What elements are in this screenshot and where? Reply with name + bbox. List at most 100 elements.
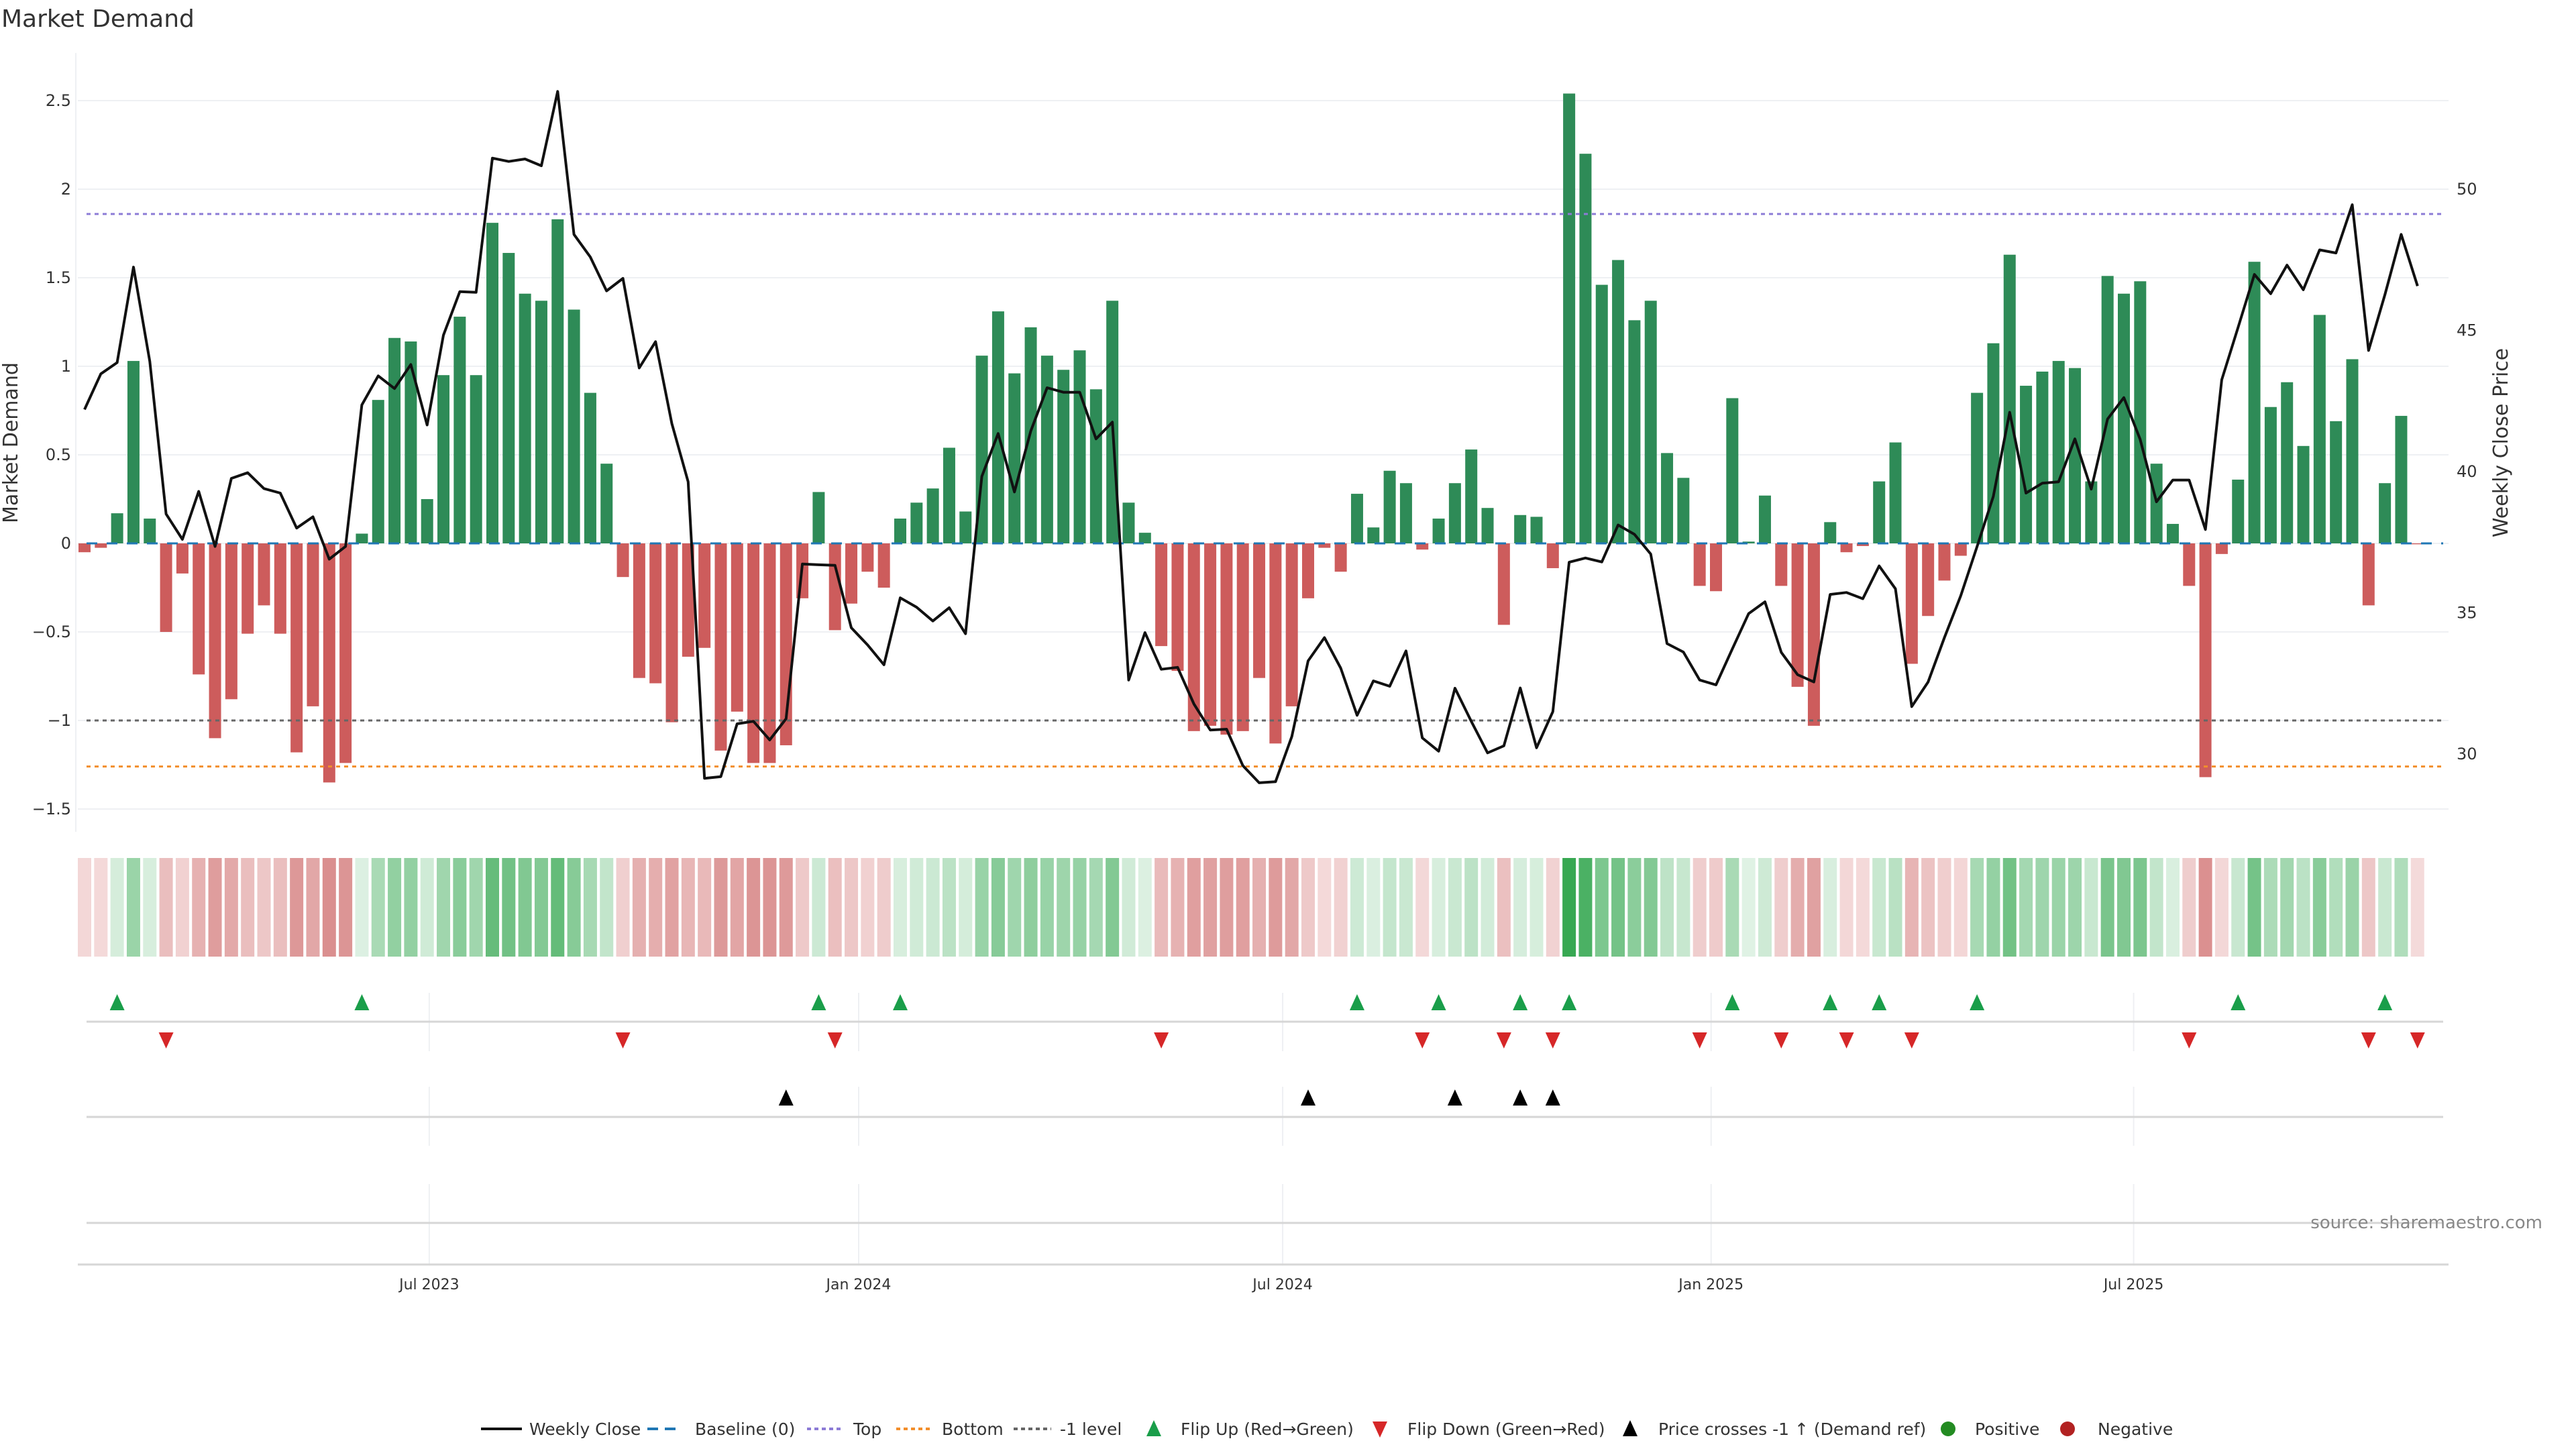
demand-bar-negative bbox=[682, 543, 694, 657]
demand-bar-negative bbox=[1710, 543, 1722, 592]
flip-up-marker bbox=[1970, 994, 1985, 1010]
heat-strip-cell bbox=[2002, 858, 2017, 957]
demand-bar-positive bbox=[2118, 293, 2130, 543]
demand-bar-positive bbox=[2069, 368, 2082, 543]
demand-bar-positive bbox=[584, 392, 596, 543]
heat-strip-cell bbox=[1301, 858, 1315, 957]
price-cross-marker bbox=[1545, 1089, 1560, 1106]
demand-bar-positive bbox=[535, 301, 547, 543]
demand-bar-positive bbox=[1612, 260, 1625, 543]
heat-strip-cell bbox=[1872, 858, 1886, 957]
y2-tick-label: 45 bbox=[2457, 321, 2477, 340]
heat-strip-cell bbox=[2231, 858, 2245, 957]
heat-strip-cell bbox=[486, 858, 499, 957]
heat-strip-cell bbox=[2329, 858, 2343, 957]
heat-strip-cell bbox=[910, 858, 924, 957]
demand-bar-positive bbox=[2264, 407, 2277, 543]
flip-up-marker bbox=[1431, 994, 1446, 1010]
demand-bar-positive bbox=[1873, 481, 1886, 543]
demand-bar-positive bbox=[2379, 483, 2392, 543]
demand-bar-negative bbox=[1302, 543, 1314, 598]
heat-strip-cell bbox=[355, 858, 369, 957]
heat-strip-cell bbox=[1497, 858, 1511, 957]
demand-bar-positive bbox=[470, 375, 482, 543]
heat-strip-cell bbox=[1644, 858, 1658, 957]
demand-bar-negative bbox=[2362, 543, 2375, 606]
demand-bar-positive bbox=[1399, 483, 1412, 543]
heat-strip-cell bbox=[2345, 858, 2359, 957]
heat-strip-cell bbox=[1839, 858, 1854, 957]
y-tick-label: 1 bbox=[61, 357, 71, 376]
heat-strip-cell bbox=[143, 858, 157, 957]
demand-bar-positive bbox=[2150, 464, 2163, 543]
demand-bar-negative bbox=[1840, 543, 1853, 553]
y-tick-label: 2 bbox=[61, 180, 71, 199]
legend-minus-one: -1 level bbox=[1060, 1419, 1122, 1439]
demand-bar-positive bbox=[2166, 523, 2179, 543]
heat-strip-cell bbox=[2068, 858, 2082, 957]
heat-strip-cell bbox=[796, 858, 810, 957]
demand-bar-negative bbox=[1204, 543, 1217, 726]
heat-strip-cell bbox=[437, 858, 451, 957]
demand-bar-positive bbox=[1432, 519, 1445, 543]
legend-positive: Positive bbox=[1975, 1419, 2039, 1439]
y-tick-label: −1 bbox=[48, 711, 71, 730]
heat-strip-cell bbox=[2133, 858, 2147, 957]
heat-strip-cell bbox=[273, 858, 287, 957]
flip-down-marker bbox=[827, 1032, 843, 1049]
demand-bar-positive bbox=[1122, 502, 1135, 543]
flip-down-marker bbox=[1545, 1032, 1560, 1049]
demand-bar-positive bbox=[1530, 517, 1543, 543]
demand-bar-positive bbox=[1824, 522, 1837, 543]
flip-up-marker bbox=[2231, 994, 2246, 1010]
demand-bar-positive bbox=[926, 488, 939, 543]
heat-strip-cell bbox=[1758, 858, 1772, 957]
demand-bar-negative bbox=[1775, 543, 1788, 586]
flip-up-marker bbox=[354, 994, 370, 1010]
flip-up-marker bbox=[109, 994, 125, 1010]
heat-strip-cell bbox=[1415, 858, 1430, 957]
heat-strip-cell bbox=[175, 858, 189, 957]
demand-bar-negative bbox=[1269, 543, 1282, 744]
demand-bar-positive bbox=[1073, 350, 1086, 543]
heat-strip-cell bbox=[1676, 858, 1690, 957]
reference-lines bbox=[87, 213, 2443, 768]
legend-negative: Negative bbox=[2098, 1419, 2173, 1439]
heat-strip-cell bbox=[1595, 858, 1609, 957]
heat-strip-cell bbox=[1187, 858, 1201, 957]
heat-strip-cell bbox=[306, 858, 320, 957]
heat-strip-cell bbox=[926, 858, 940, 957]
heat-strip-cell bbox=[1383, 858, 1397, 957]
heat-strip-cell bbox=[2165, 858, 2180, 957]
flip-up-marker bbox=[1562, 994, 1577, 1010]
heat-strip-cell bbox=[2312, 858, 2326, 957]
source-note: source: sharemaestro.com bbox=[2310, 1213, 2542, 1233]
demand-bar-negative bbox=[1938, 543, 1951, 581]
heat-strip-cell bbox=[78, 858, 91, 957]
y-tick-label: 0 bbox=[61, 534, 71, 553]
legend-positive-dot-icon bbox=[1941, 1421, 1955, 1436]
weekly-close-line bbox=[83, 90, 2419, 784]
demand-bar-negative bbox=[2411, 543, 2424, 545]
demand-bar-positive bbox=[2346, 359, 2359, 543]
demand-bar-positive bbox=[1563, 93, 1576, 543]
heat-strip-cell bbox=[763, 858, 777, 957]
heat-strip-cell bbox=[534, 858, 548, 957]
demand-bar-positive bbox=[1758, 495, 1771, 543]
heat-strip-cell bbox=[1904, 858, 1919, 957]
heat-strip-cell bbox=[404, 858, 418, 957]
demand-bar-negative bbox=[1285, 543, 1298, 706]
demand-bar-positive bbox=[2232, 479, 2245, 543]
flip-down-marker bbox=[1692, 1032, 1707, 1049]
heat-strip-cell bbox=[2296, 858, 2310, 957]
heat-strip-cell bbox=[1660, 858, 1674, 957]
heat-strip-cell bbox=[828, 858, 842, 957]
price-cross-marker bbox=[1301, 1089, 1316, 1106]
heat-strip-cell bbox=[894, 858, 907, 957]
heat-strip-cell bbox=[1008, 858, 1022, 957]
demand-bar-negative bbox=[274, 543, 286, 634]
demand-bar-negative bbox=[1693, 543, 1706, 586]
heat-strip-cell bbox=[1709, 858, 1723, 957]
legend: Weekly Close Baseline (0) Top Bottom -1 … bbox=[481, 1419, 2173, 1439]
legend-negative-dot-icon bbox=[2060, 1421, 2075, 1436]
